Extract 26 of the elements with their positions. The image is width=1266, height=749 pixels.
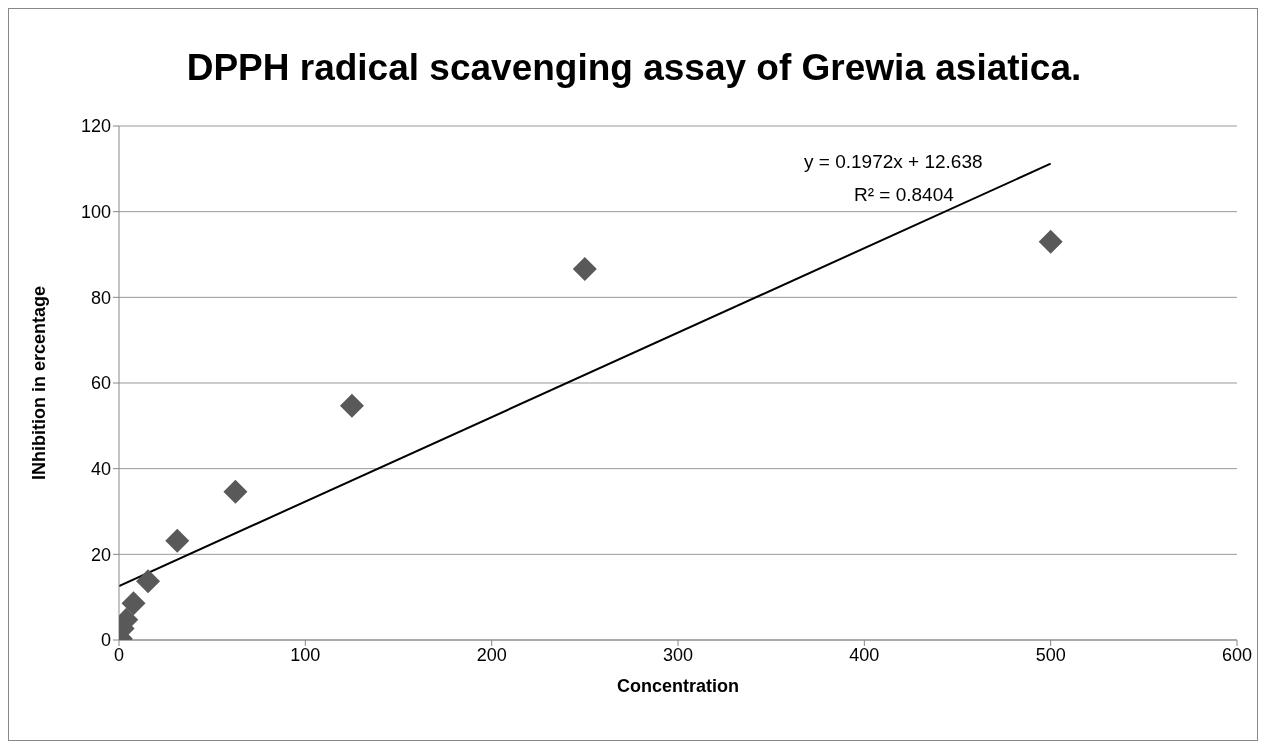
y-tick-label: 100 bbox=[80, 202, 111, 223]
point bbox=[136, 569, 161, 594]
x-tick-label: 300 bbox=[662, 644, 694, 665]
point bbox=[121, 591, 146, 616]
x-tick-label: 100 bbox=[290, 644, 321, 665]
y-axis-title: INhibition in ercentage bbox=[29, 285, 50, 481]
x-tick-label: 500 bbox=[1035, 644, 1066, 665]
x-tick-label: 600 bbox=[1221, 644, 1253, 665]
point bbox=[223, 479, 248, 504]
point bbox=[1038, 229, 1063, 254]
annotation: R² = 0.8404 bbox=[854, 184, 954, 206]
chart-title: DPPH radical scavenging assay of Grewia asiatica. bbox=[185, 47, 1083, 89]
x-tick-label: 400 bbox=[849, 644, 880, 665]
y-tick-label: 80 bbox=[90, 287, 111, 308]
point bbox=[339, 393, 364, 418]
y-tick-label: 20 bbox=[90, 544, 111, 565]
x-tick-label: 0 bbox=[113, 644, 125, 665]
y-tick-label: 120 bbox=[80, 116, 111, 137]
y-tick-label: 40 bbox=[90, 459, 111, 480]
point bbox=[165, 528, 190, 553]
x-tick-label: 200 bbox=[476, 644, 507, 665]
annotation: y = 0.1972x + 12.638 bbox=[804, 151, 983, 173]
y-tick-label: 0 bbox=[100, 630, 111, 651]
x-axis-title: Concentration bbox=[616, 676, 740, 696]
point bbox=[572, 257, 597, 282]
y-tick-label: 60 bbox=[90, 373, 111, 394]
